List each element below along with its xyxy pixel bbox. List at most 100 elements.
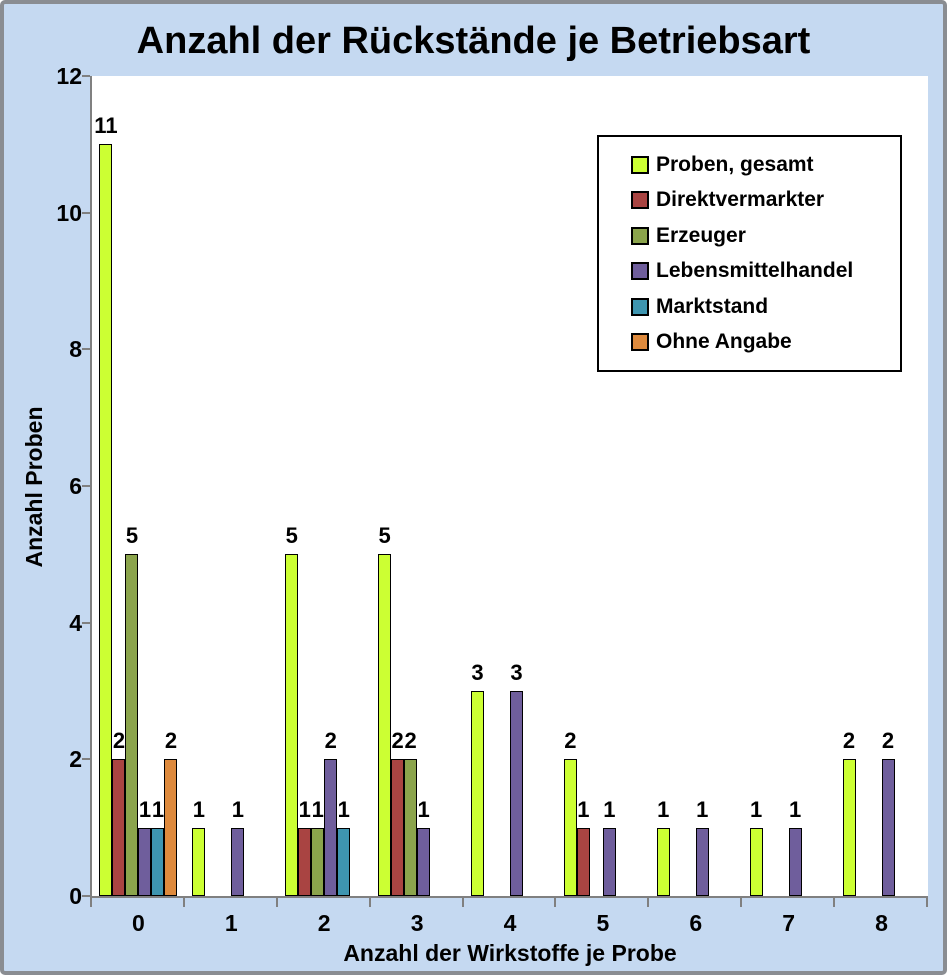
- bar-value-label: 2: [324, 728, 337, 754]
- bar-value-label: 1: [337, 796, 350, 822]
- legend-item: Ohne Angabe: [631, 330, 894, 354]
- chart-title: Anzahl der Rückstände je Betriebsart: [136, 20, 811, 62]
- y-tick-label: 0: [69, 883, 82, 909]
- bar: [510, 691, 523, 896]
- x-tick: [461, 898, 464, 907]
- x-tick: [926, 898, 928, 907]
- bar: [471, 691, 484, 896]
- bar: [788, 827, 802, 896]
- y-tick: [82, 758, 90, 761]
- bar: [231, 827, 245, 896]
- bar: [337, 827, 351, 896]
- bar: [164, 759, 178, 896]
- legend-swatch-icon: [631, 333, 649, 352]
- y-tick: [82, 895, 90, 897]
- bar: [112, 759, 126, 896]
- legend-item: Erzeuger: [631, 224, 894, 248]
- bar-value-label: 5: [378, 523, 391, 549]
- x-tick: [90, 898, 92, 907]
- legend-item: Direktvermarkter: [631, 188, 894, 212]
- y-tick-label: 10: [56, 199, 82, 226]
- x-category-label: 0: [132, 910, 145, 936]
- bar: [417, 827, 431, 896]
- bar-value-label: 1: [138, 796, 152, 822]
- bar-value-label: 2: [391, 728, 404, 754]
- x-category-label: 7: [782, 910, 796, 936]
- x-category-label: 1: [224, 910, 238, 936]
- y-tick-label: 4: [69, 609, 82, 636]
- bar-value-label: 1: [417, 796, 430, 822]
- y-axis-line: [90, 76, 92, 898]
- y-tick-label: 6: [69, 473, 82, 499]
- bar: [576, 827, 590, 896]
- y-tick-label: 12: [56, 63, 82, 89]
- y-tick: [82, 75, 90, 77]
- bar-value-label: 1: [789, 796, 802, 822]
- bar-value-label: 1: [192, 796, 205, 822]
- legend-label: Ohne Angabe: [656, 330, 792, 354]
- y-tick-label: 8: [69, 336, 82, 363]
- bar-value-label: 2: [112, 728, 126, 754]
- bar-value-label: 1: [311, 796, 324, 822]
- y-tick: [82, 485, 90, 487]
- bar-value-label: 2: [842, 728, 856, 754]
- bar: [749, 827, 763, 896]
- bar: [285, 554, 299, 896]
- legend-swatch-icon: [631, 155, 649, 174]
- x-axis-line: [90, 896, 928, 898]
- bar-value-label: 1: [657, 796, 670, 822]
- bar: [311, 827, 325, 896]
- legend: Proben, gesamt Direktvermarkter Erzeuger Le…: [597, 135, 902, 372]
- bar: [602, 827, 616, 896]
- x-category-label: 8: [875, 910, 888, 936]
- bar-value-label: 1: [577, 796, 590, 822]
- y-tick: [82, 621, 90, 624]
- x-category-label: 5: [596, 910, 610, 936]
- bar-value-label: 1: [750, 796, 763, 822]
- bar-value-label: 1: [298, 796, 311, 822]
- bar: [563, 759, 577, 896]
- x-axis-title: Anzahl der Wirkstoffe je Probe: [343, 940, 677, 966]
- bar-value-label: 1: [603, 796, 616, 822]
- bar-value-label: 2: [404, 728, 417, 754]
- legend-label: Lebensmittelhandel: [656, 259, 854, 283]
- bar: [656, 827, 670, 896]
- x-category-label: 3: [410, 910, 424, 936]
- bar: [298, 827, 312, 896]
- x-tick: [647, 898, 650, 907]
- bar: [695, 827, 709, 896]
- y-tick: [82, 348, 90, 351]
- legend-label: Direktvermarkter: [656, 188, 825, 212]
- bar-value-label: 1: [231, 796, 244, 822]
- legend-label: Proben, gesamt: [656, 152, 814, 176]
- bar: [151, 827, 165, 896]
- bar-value-label: 5: [125, 523, 139, 549]
- legend-item: Proben, gesamt: [631, 153, 894, 177]
- x-tick: [182, 898, 185, 907]
- bar: [138, 827, 152, 896]
- x-category-label: 6: [689, 910, 703, 936]
- legend-swatch-icon: [631, 191, 649, 210]
- legend-label: Marktstand: [656, 294, 769, 318]
- bar-value-label: 11: [94, 113, 118, 139]
- bar: [378, 554, 392, 896]
- bar: [881, 759, 895, 896]
- bar-value-label: 2: [564, 728, 577, 754]
- bar: [192, 827, 206, 896]
- bar: [391, 759, 405, 896]
- x-tick: [275, 898, 278, 907]
- bar-value-label: 3: [510, 660, 523, 685]
- x-tick: [833, 898, 836, 907]
- legend-item: Lebensmittelhandel: [631, 259, 894, 283]
- x-tick: [554, 898, 557, 907]
- x-category-label: 4: [503, 910, 517, 936]
- y-tick-label: 2: [69, 746, 82, 773]
- y-tick: [82, 211, 90, 214]
- legend-swatch-icon: [631, 226, 649, 245]
- bar: [404, 759, 418, 896]
- legend-label: Erzeuger: [656, 223, 746, 247]
- bar: [125, 554, 139, 896]
- legend-swatch-icon: [631, 262, 649, 281]
- x-tick: [368, 898, 371, 907]
- bar-value-label: 3: [471, 660, 484, 685]
